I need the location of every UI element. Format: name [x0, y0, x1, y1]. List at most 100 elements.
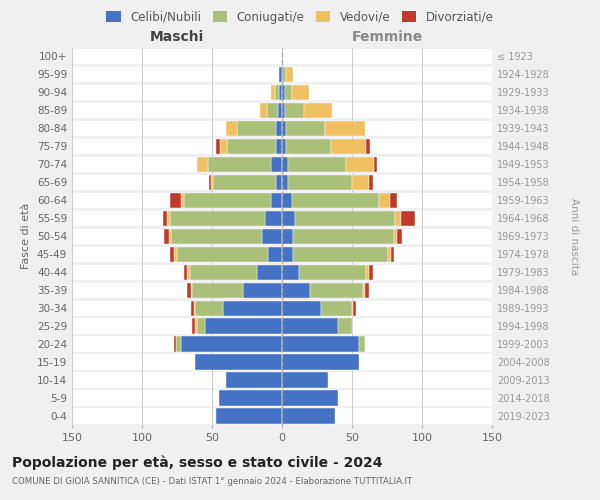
Bar	[194, 300, 195, 316]
Bar	[271, 192, 282, 208]
Bar	[282, 103, 285, 118]
Bar	[72, 318, 492, 334]
Bar	[72, 121, 492, 136]
Bar	[187, 264, 190, 280]
Bar	[72, 192, 492, 208]
Bar	[72, 228, 492, 244]
Bar	[197, 318, 205, 334]
Bar	[72, 354, 492, 370]
Bar	[195, 318, 197, 334]
Text: Maschi: Maschi	[150, 30, 204, 44]
Bar	[72, 138, 492, 154]
Bar	[277, 138, 282, 154]
Bar	[174, 336, 176, 351]
Bar	[285, 85, 292, 100]
Bar	[271, 156, 282, 172]
Bar	[72, 246, 492, 262]
Bar	[72, 103, 492, 118]
Bar	[282, 174, 287, 190]
Bar	[346, 156, 374, 172]
Bar	[278, 103, 282, 118]
Bar	[197, 156, 208, 172]
Bar	[287, 174, 352, 190]
Bar	[299, 264, 366, 280]
Bar	[282, 192, 292, 208]
Bar	[226, 372, 282, 388]
Bar	[279, 67, 282, 82]
Bar	[282, 67, 283, 82]
Bar	[366, 138, 370, 154]
Bar	[395, 210, 401, 226]
Y-axis label: Fasce di età: Fasce di età	[22, 203, 31, 270]
Bar	[177, 246, 268, 262]
Bar	[184, 192, 271, 208]
Bar	[176, 336, 181, 351]
Bar	[211, 174, 214, 190]
Bar	[223, 300, 282, 316]
Bar	[353, 300, 356, 316]
Bar	[277, 174, 282, 190]
Bar	[282, 228, 293, 244]
Bar	[295, 210, 395, 226]
Bar	[292, 85, 308, 100]
Bar	[72, 174, 492, 190]
Bar	[277, 121, 282, 136]
Bar	[181, 192, 184, 208]
Bar	[193, 318, 195, 334]
Bar	[184, 264, 187, 280]
Bar	[172, 228, 262, 244]
Bar	[282, 372, 328, 388]
Bar	[72, 372, 492, 388]
Bar	[282, 121, 286, 136]
Bar	[338, 318, 352, 334]
Bar	[279, 85, 282, 100]
Bar	[282, 318, 338, 334]
Bar	[268, 246, 282, 262]
Bar	[181, 336, 282, 351]
Bar	[286, 138, 331, 154]
Bar	[282, 336, 359, 351]
Bar	[282, 156, 287, 172]
Bar	[282, 85, 285, 100]
Bar	[286, 121, 325, 136]
Bar	[72, 85, 492, 100]
Bar	[257, 264, 282, 280]
Legend: Celibi/Nubili, Coniugati/e, Vedovi/e, Divorziati/e: Celibi/Nubili, Coniugati/e, Vedovi/e, Di…	[101, 6, 499, 28]
Bar	[282, 138, 286, 154]
Bar	[285, 103, 304, 118]
Bar	[163, 210, 167, 226]
Bar	[208, 156, 271, 172]
Bar	[72, 156, 492, 172]
Text: Popolazione per età, sesso e stato civile - 2024: Popolazione per età, sesso e stato civil…	[12, 455, 383, 469]
Bar	[72, 336, 492, 351]
Bar	[369, 264, 373, 280]
Bar	[216, 138, 220, 154]
Bar	[170, 192, 181, 208]
Bar	[193, 282, 243, 298]
Bar	[366, 264, 369, 280]
Bar	[394, 228, 397, 244]
Bar	[164, 228, 169, 244]
Bar	[369, 174, 373, 190]
Bar	[174, 246, 177, 262]
Y-axis label: Anni di nascita: Anni di nascita	[569, 198, 579, 275]
Bar	[388, 246, 391, 262]
Bar	[227, 138, 277, 154]
Bar	[282, 264, 299, 280]
Bar	[310, 282, 363, 298]
Text: COMUNE DI GIOIA SANNITICA (CE) - Dati ISTAT 1° gennaio 2024 - Elaborazione TUTTI: COMUNE DI GIOIA SANNITICA (CE) - Dati IS…	[12, 478, 412, 486]
Text: Femmine: Femmine	[352, 30, 422, 44]
Bar	[379, 192, 390, 208]
Bar	[72, 210, 492, 226]
Bar	[243, 282, 282, 298]
Bar	[304, 103, 332, 118]
Bar	[292, 192, 379, 208]
Bar	[187, 282, 191, 298]
Bar	[282, 390, 338, 406]
Bar	[331, 138, 366, 154]
Bar	[260, 103, 266, 118]
Bar	[170, 210, 265, 226]
Bar	[282, 354, 359, 370]
Bar	[209, 174, 211, 190]
Bar	[205, 318, 282, 334]
